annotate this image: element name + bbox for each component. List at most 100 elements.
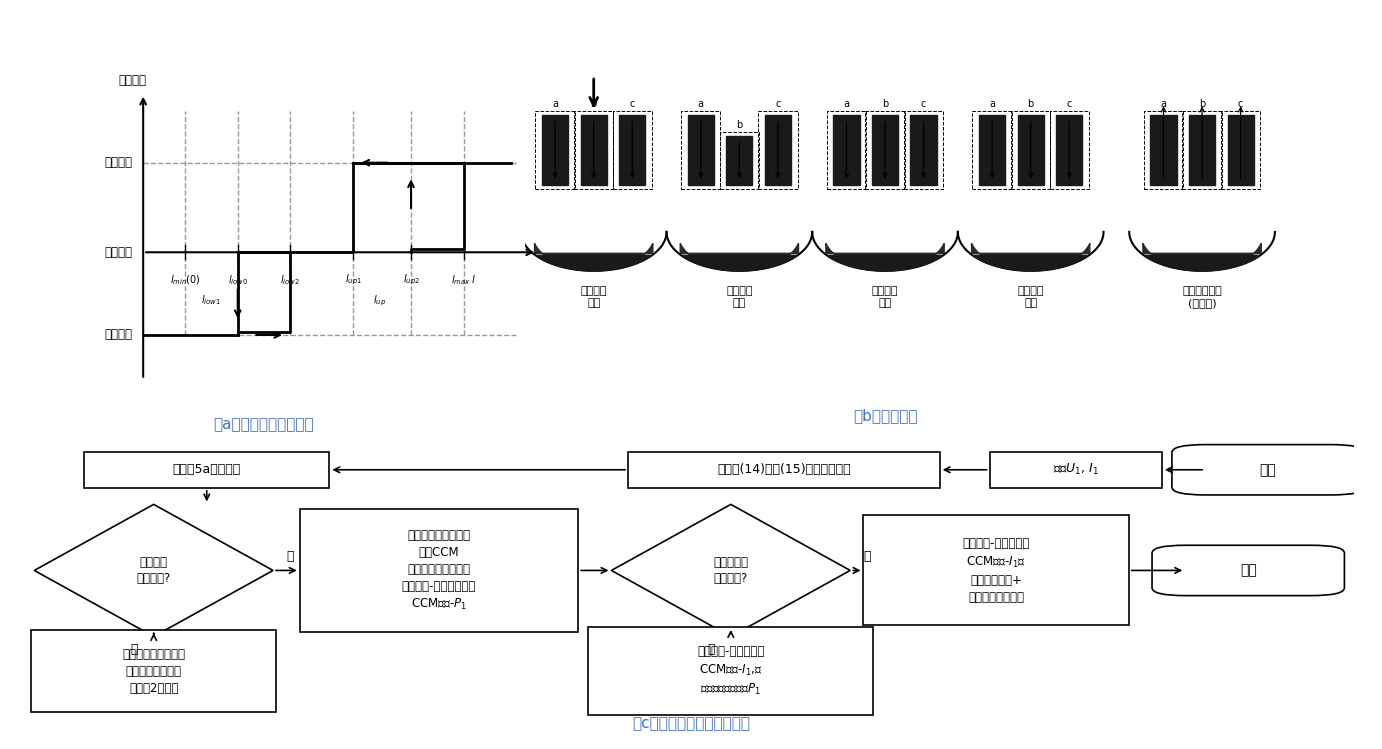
- Bar: [759, 111, 797, 189]
- Text: 否: 否: [130, 643, 138, 656]
- Bar: [688, 115, 714, 185]
- Bar: [580, 115, 607, 185]
- Bar: [1056, 115, 1082, 185]
- Bar: [1220, 111, 1260, 189]
- Bar: [1012, 111, 1050, 189]
- Text: 电极控制-给定模式；
CCM外环-$I_1$；
沿用起弧过程+
电极短路恢复过程: 电极控制-给定模式； CCM外环-$I_1$； 沿用起弧过程+ 电极短路恢复过程: [962, 537, 1030, 604]
- Bar: [865, 111, 905, 189]
- Text: $l_{up2}$: $l_{up2}$: [402, 273, 420, 288]
- Text: 结束: 结束: [1240, 563, 1256, 577]
- Bar: [1144, 111, 1183, 189]
- Text: c: c: [1238, 99, 1244, 109]
- FancyBboxPatch shape: [1153, 545, 1345, 595]
- FancyBboxPatch shape: [589, 627, 873, 715]
- Polygon shape: [680, 243, 799, 271]
- Text: 开始: 开始: [1260, 463, 1277, 477]
- Text: b: b: [1028, 99, 1034, 109]
- Text: a: a: [698, 99, 703, 109]
- FancyBboxPatch shape: [1172, 445, 1364, 495]
- Text: $l_{up1}$: $l_{up1}$: [344, 273, 362, 288]
- Text: $l_{max}$ $l$: $l_{max}$ $l$: [451, 273, 477, 287]
- Bar: [1150, 115, 1176, 185]
- Polygon shape: [972, 243, 1090, 271]
- FancyBboxPatch shape: [30, 630, 276, 712]
- Text: （b）起弧过程: （b）起弧过程: [853, 407, 918, 422]
- Bar: [1017, 115, 1043, 185]
- FancyBboxPatch shape: [84, 452, 329, 488]
- Bar: [1183, 111, 1222, 189]
- Text: 电弧开路: 电弧开路: [105, 157, 133, 169]
- FancyBboxPatch shape: [627, 452, 940, 488]
- Polygon shape: [683, 255, 796, 271]
- Text: 根据图5a辨识工况: 根据图5a辨识工况: [173, 464, 240, 476]
- Text: b: b: [590, 99, 597, 109]
- Text: a: a: [1161, 99, 1166, 109]
- Text: 三相功率单元逆变级
选择CCM
未出现极端工况相：
电极控制-恒功率模式；
CCM外环-$P_1$: 三相功率单元逆变级 选择CCM 未出现极端工况相： 电极控制-恒功率模式； CC…: [402, 529, 477, 612]
- Text: $l_{up}$: $l_{up}$: [373, 294, 386, 308]
- Polygon shape: [536, 255, 651, 271]
- Text: c: c: [630, 99, 634, 109]
- Bar: [833, 115, 860, 185]
- Polygon shape: [535, 243, 652, 271]
- Bar: [904, 111, 944, 189]
- Text: 各相工况: 各相工况: [119, 74, 146, 87]
- Bar: [1049, 111, 1089, 189]
- Text: $l_{low2}$: $l_{low2}$: [281, 273, 300, 287]
- Text: 常规工况: 常规工况: [105, 246, 133, 258]
- Text: 测量$U_1$, $I_1$: 测量$U_1$, $I_1$: [1053, 462, 1099, 477]
- Bar: [542, 115, 568, 185]
- Text: $l_{low1}$: $l_{low1}$: [202, 294, 221, 307]
- Text: 极端工况相
电极开路?: 极端工况相 电极开路?: [713, 556, 748, 585]
- Bar: [574, 111, 614, 189]
- Text: 两相电弧
形成: 两相电弧 形成: [726, 286, 753, 308]
- Bar: [911, 115, 937, 185]
- Bar: [1227, 115, 1253, 185]
- Text: 三相电极
下落: 三相电极 下落: [580, 286, 607, 308]
- Text: c: c: [920, 99, 926, 109]
- Text: 三相电极
同步: 三相电极 同步: [1017, 286, 1043, 308]
- Text: 常规工况：根据冶炼
阶段确定工作点，
沿用第2节策略: 常规工况：根据冶炼 阶段确定工作点， 沿用第2节策略: [122, 648, 185, 694]
- Text: （a）工况辨识滞环逻辑: （a）工况辨识滞环逻辑: [214, 418, 314, 433]
- Text: 是: 是: [864, 550, 871, 562]
- Text: c: c: [1067, 99, 1072, 109]
- Text: 是: 是: [286, 550, 294, 562]
- Bar: [826, 111, 867, 189]
- Text: b: b: [882, 99, 889, 109]
- Bar: [619, 115, 645, 185]
- FancyBboxPatch shape: [990, 452, 1162, 488]
- Text: c: c: [775, 99, 781, 109]
- Polygon shape: [828, 255, 943, 271]
- Bar: [535, 111, 575, 189]
- Bar: [1189, 115, 1215, 185]
- Polygon shape: [1143, 243, 1262, 271]
- Text: 三相电弧
形成: 三相电弧 形成: [872, 286, 898, 308]
- Text: （c）被动事件工况控制流程: （c）被动事件工况控制流程: [632, 716, 750, 731]
- Text: b: b: [737, 121, 742, 130]
- Text: a: a: [990, 99, 995, 109]
- FancyBboxPatch shape: [300, 509, 578, 632]
- Bar: [872, 115, 898, 185]
- FancyBboxPatch shape: [864, 515, 1129, 625]
- Bar: [720, 132, 759, 189]
- Text: a: a: [843, 99, 850, 109]
- Text: b: b: [1200, 99, 1205, 109]
- Bar: [764, 115, 791, 185]
- Polygon shape: [611, 504, 850, 637]
- Text: $l_{min}$(0): $l_{min}$(0): [170, 273, 200, 287]
- Text: 否: 否: [708, 643, 714, 656]
- Bar: [681, 111, 720, 189]
- Polygon shape: [1146, 255, 1259, 271]
- Bar: [973, 111, 1012, 189]
- Text: 三相电极提升
(再同步): 三相电极提升 (再同步): [1182, 286, 1222, 308]
- Bar: [727, 136, 752, 185]
- Polygon shape: [826, 243, 944, 271]
- Text: 根据式(14)、式(15)估测各相弧长: 根据式(14)、式(15)估测各相弧长: [717, 464, 851, 476]
- Polygon shape: [974, 255, 1088, 271]
- Bar: [612, 111, 652, 189]
- Text: $l_{low0}$: $l_{low0}$: [228, 273, 247, 287]
- Polygon shape: [35, 504, 274, 637]
- Text: 某相出现
极端工况?: 某相出现 极端工况?: [137, 556, 171, 585]
- Text: a: a: [553, 99, 558, 109]
- Bar: [978, 115, 1005, 185]
- Text: 电极控制-给定模式；
CCM外环-$I_1$,并
在起弧后切换控制$P_1$: 电极控制-给定模式； CCM外环-$I_1$,并 在起弧后切换控制$P_1$: [697, 645, 764, 697]
